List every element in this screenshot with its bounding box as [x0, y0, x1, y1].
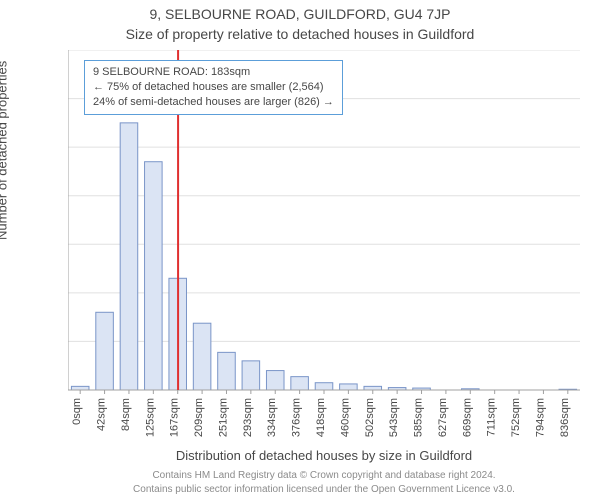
histogram-bar: [242, 361, 260, 390]
x-tick-label: 0sqm: [71, 398, 83, 425]
x-tick-label: 460sqm: [339, 398, 351, 437]
x-tick-label: 585sqm: [413, 398, 425, 437]
x-tick-label: 794sqm: [534, 398, 546, 437]
x-tick-label: 334sqm: [266, 398, 278, 437]
x-tick-label: 376sqm: [291, 398, 303, 437]
histogram-bar: [193, 323, 211, 390]
info-larger-percent: 24% of semi-detached houses are larger (…: [93, 95, 334, 110]
chart-container: 9, SELBOURNE ROAD, GUILDFORD, GU4 7JP Si…: [0, 0, 600, 500]
histogram-bar: [364, 386, 382, 390]
x-tick-label: 42sqm: [96, 398, 108, 431]
info-smaller-percent: ← 75% of detached houses are smaller (2,…: [93, 80, 334, 95]
x-tick-label: 711sqm: [486, 398, 498, 436]
histogram-bar: [291, 377, 309, 390]
x-tick-label: 209sqm: [193, 398, 205, 437]
x-tick-label: 251sqm: [217, 398, 229, 437]
x-tick-label: 627sqm: [437, 398, 449, 437]
x-tick-label: 84sqm: [120, 398, 132, 431]
x-tick-label: 669sqm: [461, 398, 473, 437]
histogram-bar: [96, 312, 114, 390]
histogram-bar: [120, 123, 138, 390]
plot-area: 02004006008001000120014000sqm42sqm84sqm1…: [68, 50, 580, 390]
histogram-bar: [218, 352, 236, 390]
x-tick-label: 167sqm: [169, 398, 181, 437]
property-info-box: 9 SELBOURNE ROAD: 183sqm ← 75% of detach…: [84, 60, 343, 115]
histogram-bar: [71, 386, 89, 390]
x-tick-label: 125sqm: [144, 398, 156, 437]
chart-title-address: 9, SELBOURNE ROAD, GUILDFORD, GU4 7JP: [0, 6, 600, 22]
x-axis-label: Distribution of detached houses by size …: [68, 448, 580, 463]
x-tick-label: 293sqm: [242, 398, 254, 437]
histogram-bar: [145, 162, 163, 390]
histogram-bar: [315, 383, 333, 390]
credit-line-2: Contains public sector information licen…: [68, 484, 580, 495]
x-tick-label: 752sqm: [510, 398, 522, 437]
y-axis-label: Number of detached properties: [0, 61, 10, 240]
chart-title-description: Size of property relative to detached ho…: [0, 26, 600, 42]
x-tick-label: 418sqm: [315, 398, 327, 437]
x-tick-label: 836sqm: [559, 398, 571, 437]
x-tick-label: 502sqm: [364, 398, 376, 437]
x-tick-label: 543sqm: [388, 398, 400, 437]
histogram-bar: [266, 371, 284, 390]
info-property-size: 9 SELBOURNE ROAD: 183sqm: [93, 65, 334, 80]
histogram-bar: [340, 384, 358, 390]
credit-line-1: Contains HM Land Registry data © Crown c…: [68, 470, 580, 481]
